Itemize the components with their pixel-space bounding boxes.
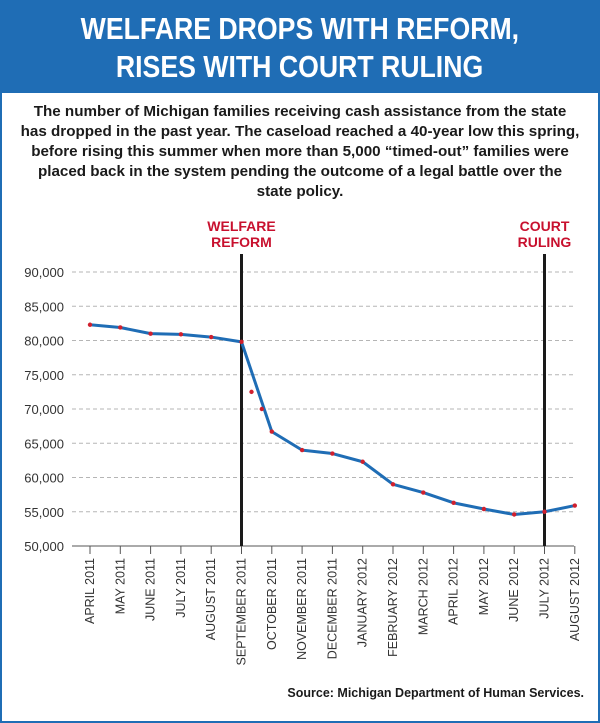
data-point <box>87 322 93 327</box>
x-tick-label: AUGUST 2011 <box>204 558 218 640</box>
data-point <box>421 490 426 495</box>
x-tick-label: OCTOBER 2011 <box>265 558 279 650</box>
x-tick-label: SEPTEMBER 2011 <box>235 558 249 666</box>
title-banner: WELFARE DROPS WITH REFORM, RISES WITH CO… <box>2 2 598 93</box>
x-tick-label: JULY 2012 <box>538 558 552 619</box>
series <box>87 322 577 517</box>
y-tick-label: 50,000 <box>24 539 64 554</box>
data-point <box>481 506 487 512</box>
data-point <box>259 406 265 412</box>
title-line-1: WELFARE DROPS WITH REFORM, <box>80 10 520 46</box>
source-note: Source: Michigan Department of Human Ser… <box>287 686 584 700</box>
data-point <box>330 451 335 456</box>
annotation-label: RULING <box>518 234 572 250</box>
x-tick-label: JULY 2011 <box>174 558 188 618</box>
data-point <box>118 325 123 330</box>
data-point <box>269 429 274 434</box>
data-point <box>542 509 547 514</box>
y-tick-label: 90,000 <box>24 265 64 280</box>
data-point <box>178 332 184 337</box>
data-point <box>148 331 153 336</box>
y-tick-label: 65,000 <box>24 436 64 451</box>
x-tick-labels: APRIL 2011 MAY 2011 JUNE 2011 JULY 2011 AUGU… <box>83 558 582 666</box>
x-tick-label: MAY 2011 <box>113 558 127 614</box>
y-tick-label: 75,000 <box>24 368 64 383</box>
y-tick-label: 80,000 <box>24 334 64 349</box>
x-tick-label: DECEMBER 2011 <box>325 558 339 659</box>
y-tick-label: 85,000 <box>24 299 64 314</box>
x-tick-label: JUNE 2012 <box>507 558 521 622</box>
x-tick-label: NOVEMBER 2011 <box>295 558 309 660</box>
data-point <box>360 459 365 464</box>
data-point <box>299 447 305 453</box>
axes <box>72 545 576 554</box>
y-tick-labels: 50,000 55,000 60,000 65,000 70,000 75,000 80,0… <box>24 265 64 554</box>
deck-text: The number of Michigan families receivin… <box>20 103 580 200</box>
data-point <box>390 482 396 487</box>
y-tick-label: 55,000 <box>24 505 64 520</box>
data-point <box>572 503 577 508</box>
title-line-2: RISES WITH COURT RULING <box>116 48 484 84</box>
data-point <box>239 339 244 345</box>
x-tick-label: AUGUST 2012 <box>568 558 582 641</box>
y-tick-label: 60,000 <box>24 471 64 486</box>
series-line <box>88 323 577 516</box>
annotation-label: REFORM <box>211 234 272 250</box>
x-tick-label: JANUARY 2012 <box>356 558 370 647</box>
x-tick-label: JUNE 2011 <box>144 558 158 621</box>
data-point <box>209 334 214 340</box>
data-point <box>451 500 456 506</box>
data-point <box>512 512 517 517</box>
gridlines <box>72 271 574 513</box>
y-tick-label: 70,000 <box>24 402 64 417</box>
x-tick-label: MARCH 2012 <box>416 558 430 635</box>
annotation-label: WELFARE <box>207 218 275 234</box>
x-tick-label: MAY 2012 <box>477 558 491 615</box>
data-point <box>249 389 254 395</box>
x-tick-label: APRIL 2012 <box>447 558 461 625</box>
x-tick-label: FEBRUARY 2012 <box>386 558 400 657</box>
x-tick-label: APRIL 2011 <box>83 558 97 624</box>
annotation-label: COURT <box>520 218 570 234</box>
